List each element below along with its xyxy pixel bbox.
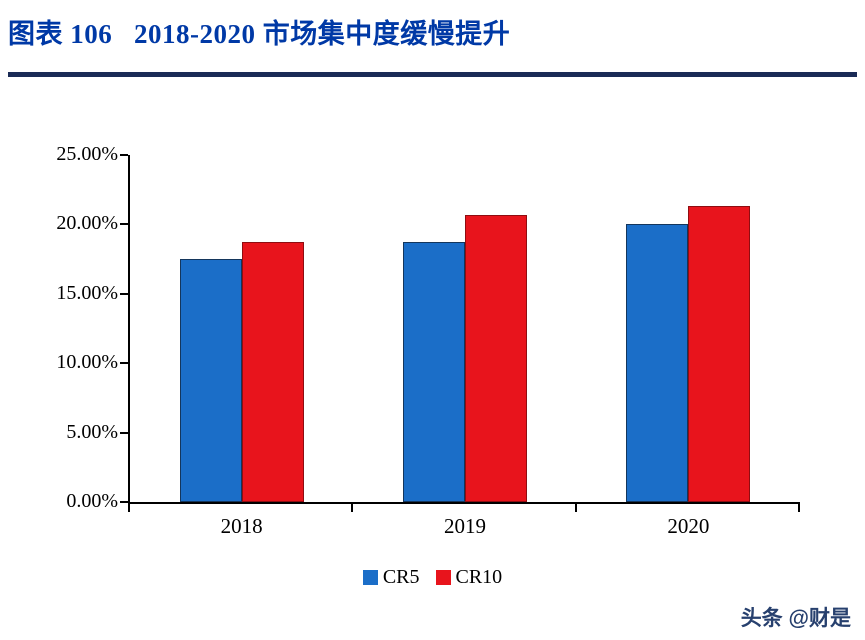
x-axis-category-label: 2018 (220, 514, 263, 538)
legend-swatch-cr5 (362, 570, 378, 585)
x-axis-tick (798, 504, 800, 512)
x-axis-line (128, 502, 800, 504)
x-axis-tick (128, 504, 130, 512)
bar-cr10-2019 (465, 214, 527, 502)
bar-cr5-2020 (626, 224, 689, 502)
title-rule (8, 72, 857, 77)
y-axis-tick-label: 25.00% (56, 143, 118, 165)
y-axis-tick-label: 20.00% (56, 212, 118, 235)
bar-cr5-2018 (179, 259, 242, 502)
legend-item-cr5: CR5 (362, 566, 420, 589)
figure-title: 图表 106 2018-2020 市场集中度缓慢提升 (8, 19, 511, 49)
y-axis-tick (120, 501, 128, 503)
bar-cr5-2019 (403, 242, 465, 502)
y-axis-tick (120, 431, 128, 434)
y-axis-tick (120, 362, 128, 365)
chart-legend: CR5 CR10 (0, 566, 865, 589)
y-axis-tick-label: 5.00% (66, 420, 118, 443)
legend-label-cr10: CR10 (455, 566, 503, 588)
x-axis-category-label: 2020 (667, 514, 710, 538)
bar-cr10-2020 (688, 206, 751, 502)
watermark: 头条 @财是 (740, 607, 851, 630)
y-axis-tick-label: 0.00% (66, 490, 118, 512)
legend-swatch-cr10 (435, 570, 451, 585)
legend-label-cr5: CR5 (382, 566, 420, 588)
x-axis-tick (574, 504, 577, 512)
y-axis-line (128, 155, 130, 504)
y-axis-tick-label: 10.00% (56, 351, 118, 374)
x-axis-tick (351, 504, 354, 512)
y-axis-tick (120, 223, 128, 226)
y-axis-tick (120, 154, 128, 156)
bar-cr10-2018 (241, 242, 304, 502)
y-axis-tick-label: 15.00% (56, 281, 118, 304)
x-axis-category-label: 2019 (443, 514, 486, 538)
legend-item-cr10: CR10 (435, 566, 503, 589)
y-axis-tick (120, 292, 128, 295)
